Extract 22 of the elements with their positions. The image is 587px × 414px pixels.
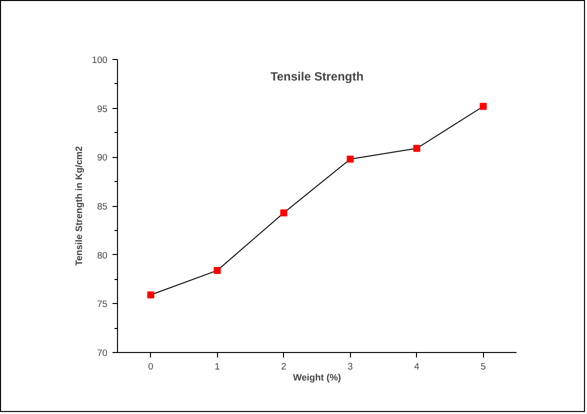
point [214,266,221,274]
point [147,291,154,298]
x-tick-label: 2 [281,362,286,372]
y-tick-label: 75 [97,299,108,310]
x-axis-title: Weight (%) [292,372,342,382]
y-tick-label: 90 [97,152,108,163]
point [346,156,354,163]
y-tick-label: 80 [97,250,108,260]
y-tick-label: 95 [97,104,108,114]
y-tick-label: 70 [97,348,108,358]
point [480,102,487,110]
point [280,209,288,216]
x-tick-label: 0 [148,362,154,372]
x-tick-label: 4 [414,362,420,372]
text: Tensile Strength [270,70,364,84]
y-tick-label: 100 [92,55,108,65]
y-axis-title: Tensile Strength in Kg/cm2 [74,146,84,266]
x-tick-label: 5 [480,362,486,372]
y-tick-label: 85 [97,202,108,212]
x-tick-label: 3 [348,362,353,372]
point [413,144,420,152]
x-tick-label: 1 [214,362,220,372]
